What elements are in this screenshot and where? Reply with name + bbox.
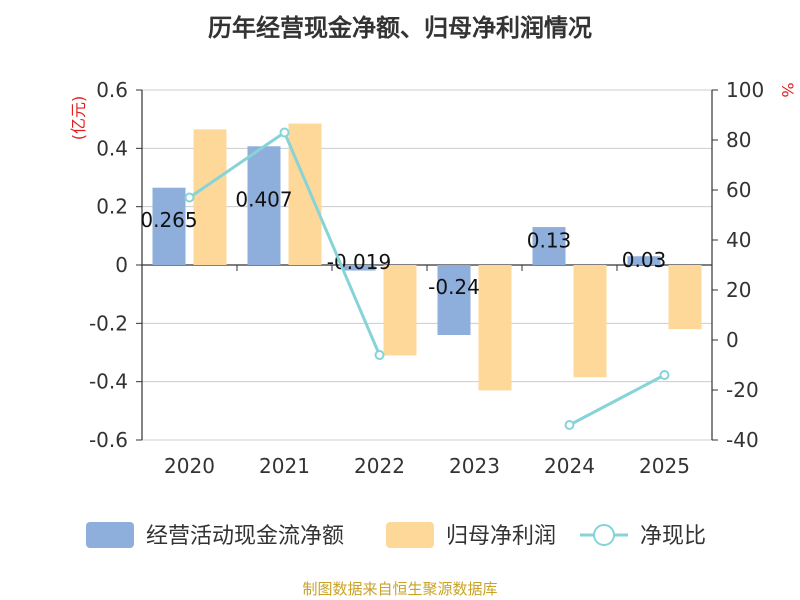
ratio-point [279, 127, 290, 138]
y-left-tick-label: -0.6 [89, 428, 128, 452]
legend-label-ratio: 净现比 [640, 524, 706, 549]
cashflow-bar [247, 146, 281, 265]
y-right-tick-label: 100 [726, 78, 764, 102]
y-left-tick-label: 0.4 [96, 136, 128, 160]
net-profit-bar [573, 265, 607, 378]
cashflow-bar [152, 187, 186, 265]
x-tick-label: 2020 [164, 454, 215, 478]
ratio-point [374, 350, 385, 360]
y-right-tick-label: -40 [726, 428, 759, 452]
legend-swatch-ratio-marker [593, 524, 615, 546]
net-profit-bar [668, 265, 702, 330]
cashflow-bar [627, 256, 661, 265]
y-right-tick-label: 0 [726, 328, 739, 352]
net-profit-bar [288, 123, 322, 266]
legend-label-net-profit: 归母净利润 [446, 524, 556, 549]
cashflow-data-label: 0.407 [235, 188, 292, 212]
net-profit-bar [193, 129, 227, 265]
net-profit-bar [478, 265, 512, 391]
cashflow-bar [437, 265, 471, 335]
y-right-tick-label: 80 [726, 128, 751, 152]
cashflow-data-label: 0.265 [140, 208, 197, 232]
y-right-axis-label: % [778, 82, 797, 97]
ratio-point [659, 370, 670, 380]
legend-label-cashflow: 经营活动现金流净额 [146, 524, 344, 549]
cashflow-data-label: -0.24 [428, 275, 480, 299]
y-right-tick-label: 20 [726, 278, 751, 302]
x-tick-label: 2021 [259, 454, 310, 478]
y-right-tick-label: 60 [726, 178, 751, 202]
y-left-axis-label: (亿元) [69, 96, 88, 141]
y-right-tick-label: -20 [726, 378, 759, 402]
ratio-line-segment [568, 373, 666, 427]
ratio-point [184, 192, 195, 203]
y-left-tick-label: -0.2 [89, 311, 128, 335]
x-tick-label: 2025 [639, 454, 690, 478]
cashflow-data-label: 0.03 [622, 248, 667, 272]
x-tick-label: 2024 [544, 454, 595, 478]
x-tick-label: 2022 [354, 454, 405, 478]
y-left-tick-label: 0.2 [96, 195, 128, 219]
cashflow-data-label: 0.13 [527, 229, 572, 253]
data-source-note: 制图数据来自恒生聚源数据库 [302, 580, 498, 598]
y-left-tick-label: 0.6 [96, 78, 128, 102]
x-tick-label: 2023 [449, 454, 500, 478]
cashflow-bar [342, 265, 376, 271]
ratio-point [564, 420, 575, 430]
net-profit-bar [383, 265, 417, 356]
y-right-tick-label: 40 [726, 228, 751, 252]
y-left-tick-label: 0 [115, 253, 128, 277]
cashflow-bar [532, 227, 566, 265]
chart-title: 历年经营现金净额、归母净利润情况 [208, 14, 592, 42]
legend-swatch-net-profit [386, 522, 434, 548]
y-left-tick-label: -0.4 [89, 370, 128, 394]
legend-swatch-cashflow [86, 522, 134, 548]
